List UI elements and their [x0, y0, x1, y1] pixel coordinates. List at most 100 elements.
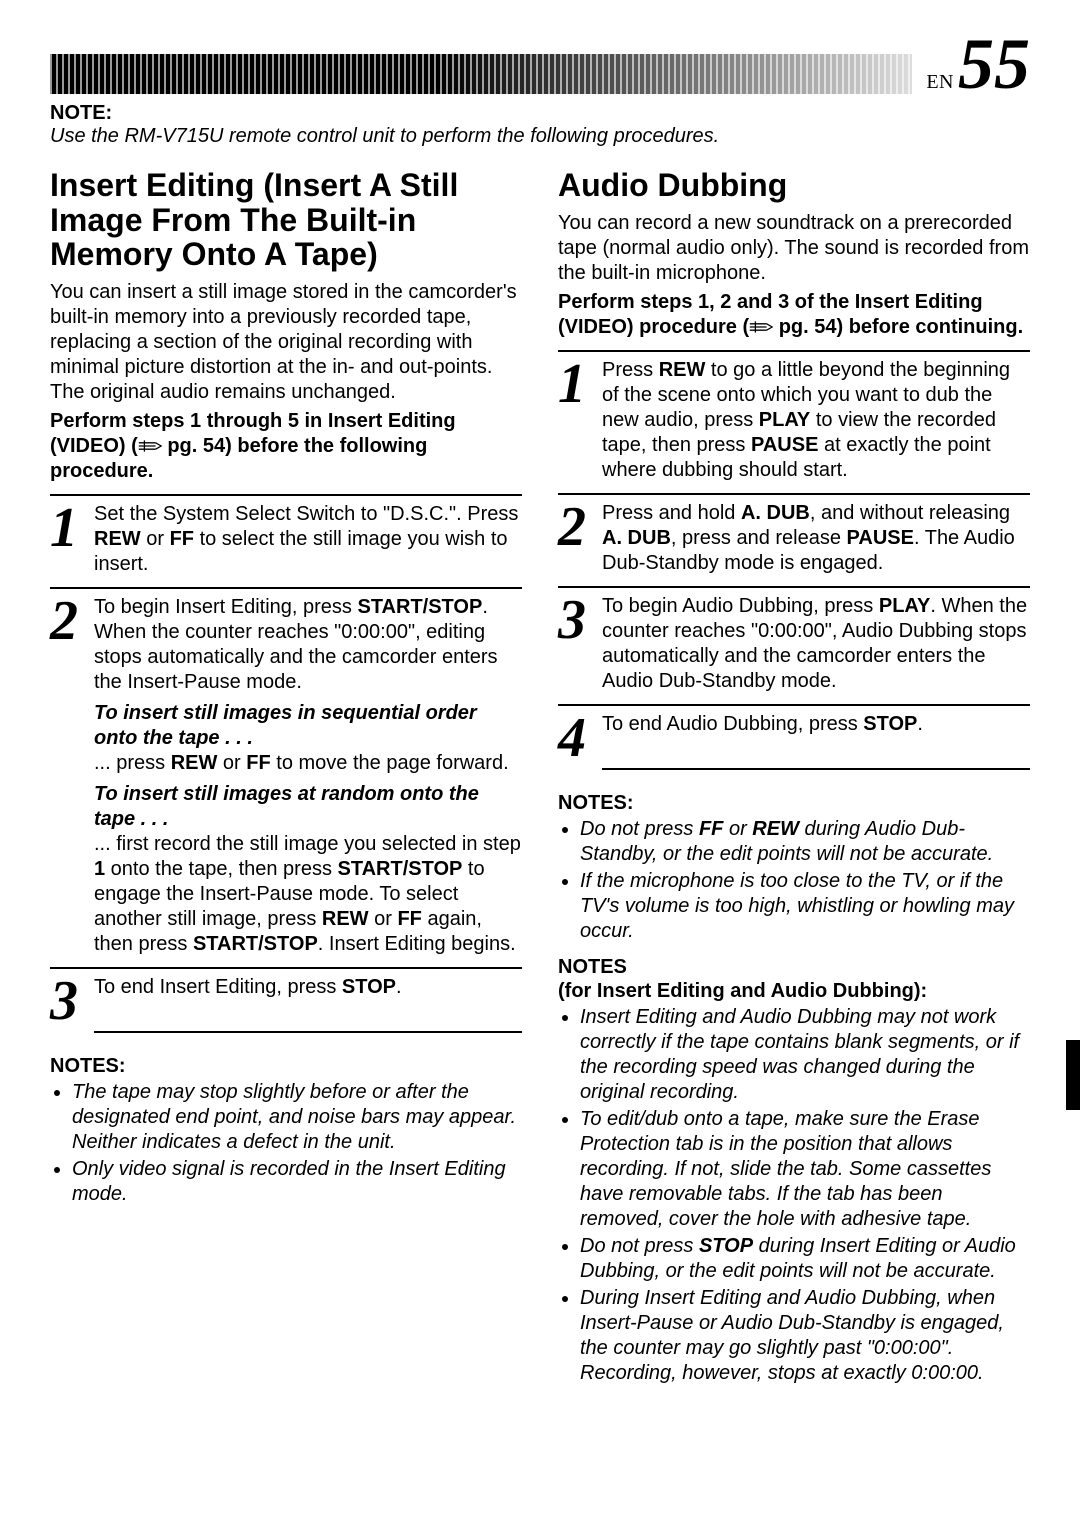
note-item: Do not press STOP during Insert Editing …: [580, 1234, 1030, 1284]
t: ... first record the still image you sel…: [94, 833, 521, 855]
t: Press and hold: [602, 502, 741, 524]
left-notes-head: NOTES:: [50, 1055, 522, 1078]
combined-notes-list: Insert Editing and Audio Dubbing may not…: [558, 1005, 1030, 1386]
page: EN 55 NOTE: Use the RM-V715U remote cont…: [0, 0, 1080, 1448]
t: PLAY: [759, 409, 811, 431]
note-item: During Insert Editing and Audio Dubbing,…: [580, 1286, 1030, 1386]
right-notes1-head: NOTES:: [558, 792, 1030, 815]
step-text: Press and hold A. DUB, and without relea…: [602, 501, 1030, 576]
t: PAUSE: [751, 434, 818, 456]
t: REW: [171, 752, 218, 774]
step-number: 2: [558, 501, 602, 550]
t: A. DUB: [602, 527, 671, 549]
t: , press and release: [671, 527, 847, 549]
left-notes-list: The tape may stop slightly before or aft…: [50, 1080, 522, 1207]
t: A. DUB: [741, 502, 810, 524]
right-notes2-head1: NOTES: [558, 956, 1030, 979]
t: . Insert Editing begins.: [318, 933, 516, 955]
t: STOP: [699, 1235, 753, 1257]
right-instruct: Perform steps 1, 2 and 3 of the Insert E…: [558, 290, 1030, 340]
note-item: Only video signal is recorded in the Ins…: [72, 1157, 522, 1207]
step-text: To begin Audio Dubbing, press PLAY. When…: [602, 594, 1030, 694]
step-number: 3: [50, 975, 94, 1024]
left-step-1: 1 Set the System Select Switch to "D.S.C…: [50, 494, 522, 577]
left-column: Insert Editing (Insert A Still Image Fro…: [50, 162, 522, 1388]
t: FF: [170, 528, 194, 550]
t: , and without releasing: [810, 502, 1010, 524]
t: to move the page forward.: [271, 752, 509, 774]
t: START/STOP: [357, 596, 482, 618]
step-text: To end Audio Dubbing, press STOP.: [602, 712, 1030, 737]
left-title: Insert Editing (Insert A Still Image Fro…: [50, 168, 522, 272]
gradient-strip: [50, 54, 912, 94]
t: REW: [659, 359, 706, 381]
note-item: The tape may stop slightly before or aft…: [72, 1080, 522, 1155]
right-intro: You can record a new soundtrack on a pre…: [558, 211, 1030, 286]
sub-text: ... first record the still image you sel…: [94, 832, 522, 957]
top-note-head: NOTE:: [50, 102, 1030, 125]
step-text: Press REW to go a little beyond the begi…: [602, 358, 1030, 483]
right-title: Audio Dubbing: [558, 168, 1030, 203]
left-step-2: 2 To begin Insert Editing, press START/S…: [50, 587, 522, 695]
t: FF: [246, 752, 270, 774]
step-end-rule: [602, 768, 1030, 770]
t: 1: [94, 858, 105, 880]
page-en-prefix: EN: [926, 71, 954, 94]
reference-icon: [749, 316, 773, 330]
t: FF: [397, 908, 421, 930]
t: Press: [602, 359, 659, 381]
t: PAUSE: [847, 527, 914, 549]
t: To end Insert Editing, press: [94, 976, 342, 998]
left-intro: You can insert a still image stored in t…: [50, 280, 522, 405]
t: onto the tape, then press: [105, 858, 337, 880]
sub-head: To insert still images in sequential ord…: [94, 701, 522, 751]
sub-text: ... press REW or FF to move the page for…: [94, 751, 522, 776]
t: or: [141, 528, 170, 550]
t: ... press: [94, 752, 171, 774]
header-bar: EN 55: [50, 36, 1030, 94]
step-number: 4: [558, 712, 602, 761]
t: START/STOP: [338, 858, 463, 880]
t: pg. 54) before continuing.: [773, 316, 1023, 338]
t: Set the System Select Switch to "D.S.C."…: [94, 503, 518, 525]
right-step-4: 4 To end Audio Dubbing, press STOP.: [558, 704, 1030, 761]
right-notes2-head2: (for Insert Editing and Audio Dubbing):: [558, 979, 1030, 1003]
step-text: Set the System Select Switch to "D.S.C."…: [94, 502, 522, 577]
t: Do not press: [580, 1235, 699, 1257]
note-item: Insert Editing and Audio Dubbing may not…: [580, 1005, 1030, 1105]
step-number: 1: [50, 502, 94, 551]
note-item: Do not press FF or REW during Audio Dub-…: [580, 817, 1030, 867]
t: .: [396, 976, 402, 998]
note-item: To edit/dub onto a tape, make sure the E…: [580, 1107, 1030, 1232]
page-digits: 55: [958, 36, 1030, 94]
t: or: [217, 752, 246, 774]
t: STOP: [342, 976, 396, 998]
top-note-text: Use the RM-V715U remote control unit to …: [50, 125, 1030, 148]
left-instruct: Perform steps 1 through 5 in Insert Edit…: [50, 409, 522, 484]
page-number: EN 55: [926, 36, 1030, 94]
two-columns: Insert Editing (Insert A Still Image Fro…: [50, 162, 1030, 1388]
reference-icon: [138, 435, 162, 449]
t: To begin Audio Dubbing, press: [602, 595, 879, 617]
right-step-3: 3 To begin Audio Dubbing, press PLAY. Wh…: [558, 586, 1030, 694]
t: PLAY: [879, 595, 931, 617]
t: REW: [94, 528, 141, 550]
left-step-3: 3 To end Insert Editing, press STOP.: [50, 967, 522, 1024]
step-text: To end Insert Editing, press STOP.: [94, 975, 522, 1000]
step-end-rule: [94, 1031, 522, 1033]
t: or: [723, 818, 752, 840]
right-notes1-list: Do not press FF or REW during Audio Dub-…: [558, 817, 1030, 944]
right-column: Audio Dubbing You can record a new sound…: [558, 162, 1030, 1388]
t: To begin Insert Editing, press: [94, 596, 357, 618]
t: Do not press: [580, 818, 699, 840]
step-text: To begin Insert Editing, press START/STO…: [94, 595, 522, 695]
step-number: 1: [558, 358, 602, 407]
t: REW: [752, 818, 799, 840]
t: or: [369, 908, 398, 930]
t: To end Audio Dubbing, press: [602, 713, 863, 735]
step-number: 2: [50, 595, 94, 644]
sub-head: To insert still images at random onto th…: [94, 782, 522, 832]
right-step-1: 1 Press REW to go a little beyond the be…: [558, 350, 1030, 483]
t: FF: [699, 818, 723, 840]
t: .: [917, 713, 923, 735]
